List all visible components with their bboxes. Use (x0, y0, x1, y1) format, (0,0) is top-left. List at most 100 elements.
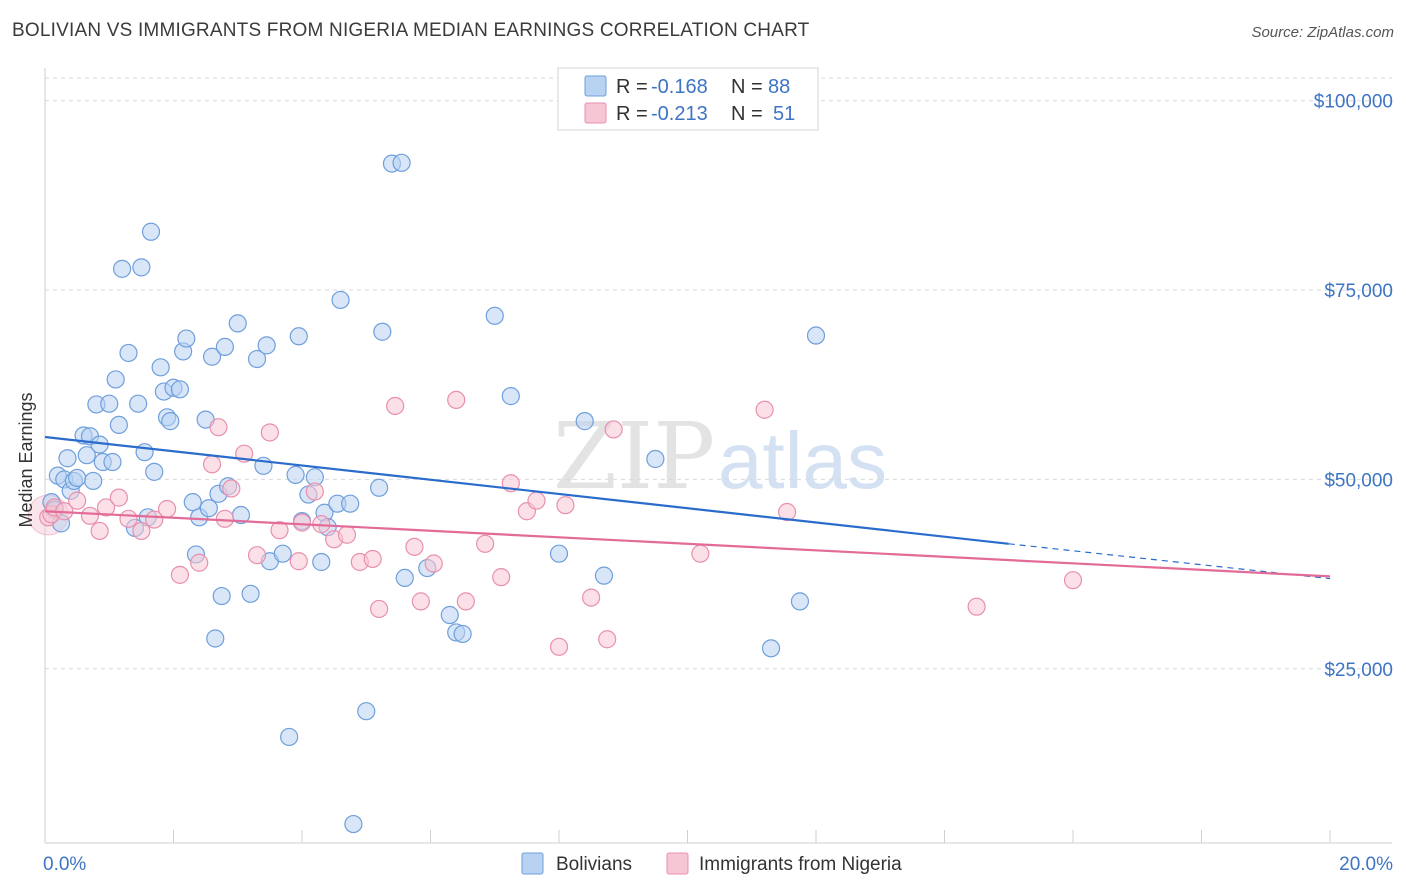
legend-row-bolivians: R = -0.168 N = 88 (584, 75, 790, 98)
chart-title: BOLIVIAN VS IMMIGRANTS FROM NIGERIA MEDI… (12, 20, 810, 41)
nigeria-point (527, 491, 546, 510)
legend-box: R = -0.168 N = 88 R = -0.213 N = 51 (557, 67, 819, 131)
bolivian-point (312, 552, 331, 572)
bolivian-point (145, 462, 164, 481)
nigeria-point (289, 552, 308, 571)
nigeria-point (190, 553, 209, 572)
nigeria-point (476, 534, 495, 553)
bolivian-point (575, 412, 594, 431)
nigeria-point (598, 630, 617, 649)
bolivian-point (289, 327, 308, 346)
nigeria-point (492, 568, 511, 587)
bolivian-point (58, 449, 77, 468)
bolivian-point (501, 387, 520, 406)
bolivian-point (228, 314, 247, 333)
x-axis-ticks: 0.0% 20.0% (43, 854, 1393, 875)
bolivian-point (135, 443, 154, 462)
bolivian-point (273, 544, 292, 563)
bolivian-point (103, 452, 122, 472)
watermark: ZIP atlas (553, 403, 887, 510)
nigeria-point (222, 479, 241, 498)
nigeria-point (370, 599, 389, 619)
axes (44, 68, 1392, 844)
nigeria-point (109, 488, 128, 507)
bolivian-point (370, 478, 389, 497)
y-axis-ticks: $25,000 $50,000 $75,000 $100,000 (1314, 92, 1393, 681)
legend-n-value: 88 (768, 76, 790, 98)
bolivian-point (549, 544, 569, 563)
bolivian-point (257, 336, 276, 355)
nigeria-point (157, 499, 177, 519)
bolivian-point (241, 584, 260, 603)
bolivian-point (341, 494, 360, 513)
nigeria-point (604, 420, 623, 439)
nigeria-point (80, 506, 100, 525)
nigeria-point (292, 513, 312, 532)
nigeria-point (90, 521, 109, 541)
nigeria-point (145, 510, 164, 529)
bolivian-point (132, 258, 151, 277)
bolivian-point (202, 347, 222, 366)
y-tick-label: $25,000 (1324, 660, 1393, 681)
bolivian-point (84, 471, 103, 491)
nigeria-point (119, 509, 138, 528)
bolivian-point (280, 727, 299, 747)
bolivian-point (183, 493, 202, 512)
nigeria-point (691, 544, 710, 563)
watermark-atlas: atlas (718, 416, 887, 505)
bolivian-point (395, 568, 414, 588)
nigeria-point (68, 491, 87, 510)
bolivian-point (129, 394, 148, 413)
bolivian-point (485, 306, 504, 325)
legend-r-value: -0.168 (651, 76, 708, 98)
bolivian-point (141, 222, 161, 241)
legend-row-nigeria: R = -0.213 N = 51 (584, 102, 795, 125)
legend-r-label: R = (616, 76, 648, 98)
nigeria-point (363, 549, 382, 569)
nigeria-point (337, 525, 357, 544)
legend-r-label: R = (616, 103, 648, 125)
bolivian-point (106, 370, 125, 389)
nigeria-point (386, 396, 405, 416)
bottom-legend-label-nigeria: Immigrants from Nigeria (699, 854, 902, 875)
nigeria-point (411, 592, 430, 611)
nigeria-point (967, 597, 986, 616)
legend-n-value: 51 (773, 103, 795, 125)
bottom-legend: Bolivians Immigrants from Nigeria (521, 852, 902, 875)
nigeria-point (260, 423, 279, 442)
bottom-legend-label-bolivians: Bolivians (556, 854, 632, 875)
nigeria-point (447, 390, 466, 410)
bolivian-point (177, 329, 196, 348)
bolivian-point (646, 449, 665, 469)
bolivian-point (286, 465, 305, 484)
y-tick-label: $100,000 (1314, 92, 1393, 113)
y-axis-label: Median Earnings (16, 392, 36, 527)
nigeria-point (424, 554, 443, 573)
bolivian-point (373, 322, 392, 341)
bolivian-point (357, 702, 376, 721)
legend-swatch-blue (584, 75, 607, 97)
legend-swatch-pink (584, 102, 607, 124)
bolivian-point (109, 415, 128, 435)
nigeria-trend-line (44, 510, 1331, 578)
x-tick-label: 0.0% (43, 854, 86, 875)
nigeria-point (456, 592, 475, 611)
nigeria-point (305, 482, 324, 501)
bolivian-point (790, 592, 810, 611)
bolivian-point (151, 358, 170, 377)
legend-r-value: -0.213 (651, 103, 708, 125)
nigeria-point (755, 400, 774, 419)
bolivian-point (344, 814, 363, 834)
source-label: Source: ZipAtlas.com (1251, 24, 1394, 41)
bolivian-point (761, 639, 781, 658)
trend-lines (44, 435, 1331, 580)
bottom-legend-swatch-pink (666, 852, 689, 875)
nigeria-point (209, 418, 228, 437)
nigeria-point (170, 565, 190, 584)
bolivian-point (331, 290, 350, 310)
nigeria-point (270, 521, 289, 540)
nigeria-point (1063, 571, 1083, 590)
nigeria-point (777, 502, 797, 522)
bolivian-point (77, 446, 96, 465)
